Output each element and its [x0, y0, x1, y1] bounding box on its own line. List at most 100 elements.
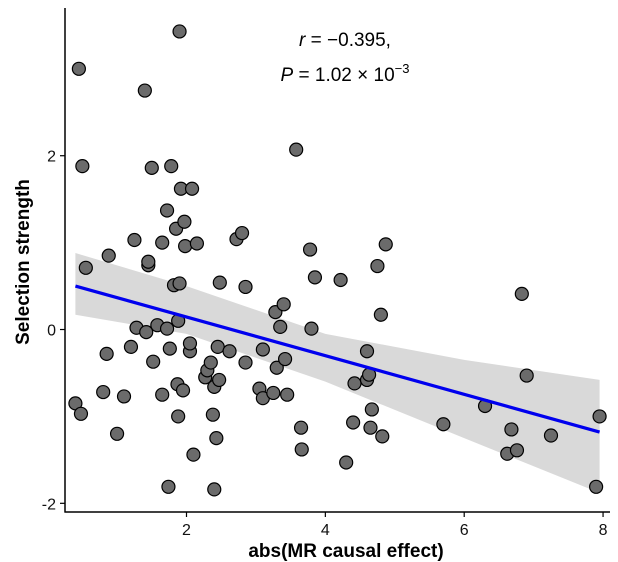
- data-point: [307, 270, 323, 285]
- data-point: [222, 344, 237, 359]
- data-point: [159, 203, 175, 218]
- data-point: [141, 254, 156, 269]
- x-axis-title: abs(MR causal effect): [248, 541, 443, 562]
- data-point: [339, 455, 354, 470]
- y-tick-label: -2: [42, 496, 56, 513]
- data-point: [212, 275, 227, 290]
- data-point: [359, 344, 375, 359]
- confidence-band-layer: [75, 253, 600, 493]
- data-point: [592, 409, 607, 424]
- data-point: [255, 342, 270, 357]
- data-point: [182, 336, 198, 351]
- data-point: [178, 238, 193, 254]
- data-point: [276, 297, 291, 312]
- data-point: [101, 248, 116, 263]
- data-point: [238, 279, 253, 295]
- data-point: [378, 237, 393, 252]
- data-point: [73, 406, 89, 421]
- data-point: [509, 443, 525, 458]
- p-symbol: P: [281, 65, 294, 86]
- p-exponent: −3: [395, 61, 410, 76]
- data-point: [162, 341, 177, 356]
- data-point: [207, 482, 222, 497]
- data-point: [514, 286, 529, 301]
- x-tick-label: 8: [599, 522, 608, 539]
- y-axis-title: Selection strength: [13, 179, 34, 345]
- data-point: [161, 479, 176, 494]
- data-point: [159, 321, 175, 336]
- data-point: [189, 236, 205, 251]
- r-symbol: r: [299, 30, 306, 51]
- data-point: [589, 479, 604, 494]
- p-value: = 1.02 × 10: [293, 65, 394, 86]
- data-point: [155, 235, 170, 250]
- p-value-annotation: P = 1.02 × 10−3: [281, 61, 410, 86]
- data-point: [209, 431, 224, 446]
- data-points-layer: [68, 24, 607, 497]
- data-point: [504, 422, 519, 437]
- data-point: [363, 420, 378, 435]
- x-tick-label: 2: [182, 522, 191, 539]
- correlation-annotation: r = −0.395,: [299, 30, 391, 51]
- data-point: [109, 426, 125, 441]
- data-point: [127, 232, 142, 248]
- data-point: [155, 387, 170, 402]
- data-point: [116, 389, 132, 404]
- data-point: [164, 159, 179, 174]
- data-point: [519, 368, 534, 383]
- data-point: [171, 409, 186, 424]
- confidence-band: [75, 253, 600, 493]
- data-point: [266, 385, 281, 401]
- data-point: [436, 417, 451, 432]
- y-tick-label: 0: [47, 323, 56, 340]
- r-value: = −0.395,: [305, 30, 391, 51]
- data-point: [346, 415, 361, 430]
- data-point: [280, 387, 295, 402]
- data-point: [71, 61, 86, 76]
- data-point: [302, 242, 318, 257]
- data-point: [139, 325, 154, 340]
- x-tick-label: 4: [321, 522, 330, 539]
- y-tick-label: 2: [47, 149, 56, 166]
- data-point: [203, 355, 218, 370]
- data-point: [78, 260, 93, 275]
- data-point: [234, 225, 250, 241]
- axes-layer: [64, 8, 610, 513]
- data-point: [205, 407, 220, 422]
- x-tick-label: 6: [460, 522, 469, 539]
- data-point: [175, 383, 191, 398]
- data-point: [333, 272, 348, 288]
- data-point: [304, 321, 319, 336]
- data-point: [144, 160, 159, 175]
- data-point: [373, 307, 388, 322]
- data-point: [238, 355, 253, 370]
- data-point: [375, 429, 390, 444]
- data-point: [146, 354, 161, 369]
- data-point: [184, 181, 200, 196]
- data-point: [210, 339, 225, 354]
- data-point: [294, 442, 309, 457]
- data-point: [277, 351, 293, 367]
- data-point: [137, 83, 152, 98]
- data-point: [172, 24, 187, 39]
- data-point: [177, 214, 192, 229]
- fit-line-layer: [74, 284, 601, 434]
- data-point: [289, 142, 304, 157]
- data-point: [212, 372, 227, 388]
- data-point: [347, 376, 362, 391]
- data-point: [123, 339, 139, 354]
- tick-labels-layer: 2 4 6 8 -2 0 2: [42, 149, 608, 539]
- data-point: [543, 428, 559, 443]
- data-point: [370, 258, 385, 274]
- data-point: [186, 447, 201, 462]
- data-point: [293, 420, 309, 435]
- data-point: [269, 360, 284, 375]
- data-point: [273, 319, 288, 335]
- data-point: [172, 276, 187, 291]
- data-point: [99, 346, 114, 361]
- data-point: [364, 402, 379, 417]
- data-point: [96, 384, 111, 400]
- data-point: [75, 159, 90, 174]
